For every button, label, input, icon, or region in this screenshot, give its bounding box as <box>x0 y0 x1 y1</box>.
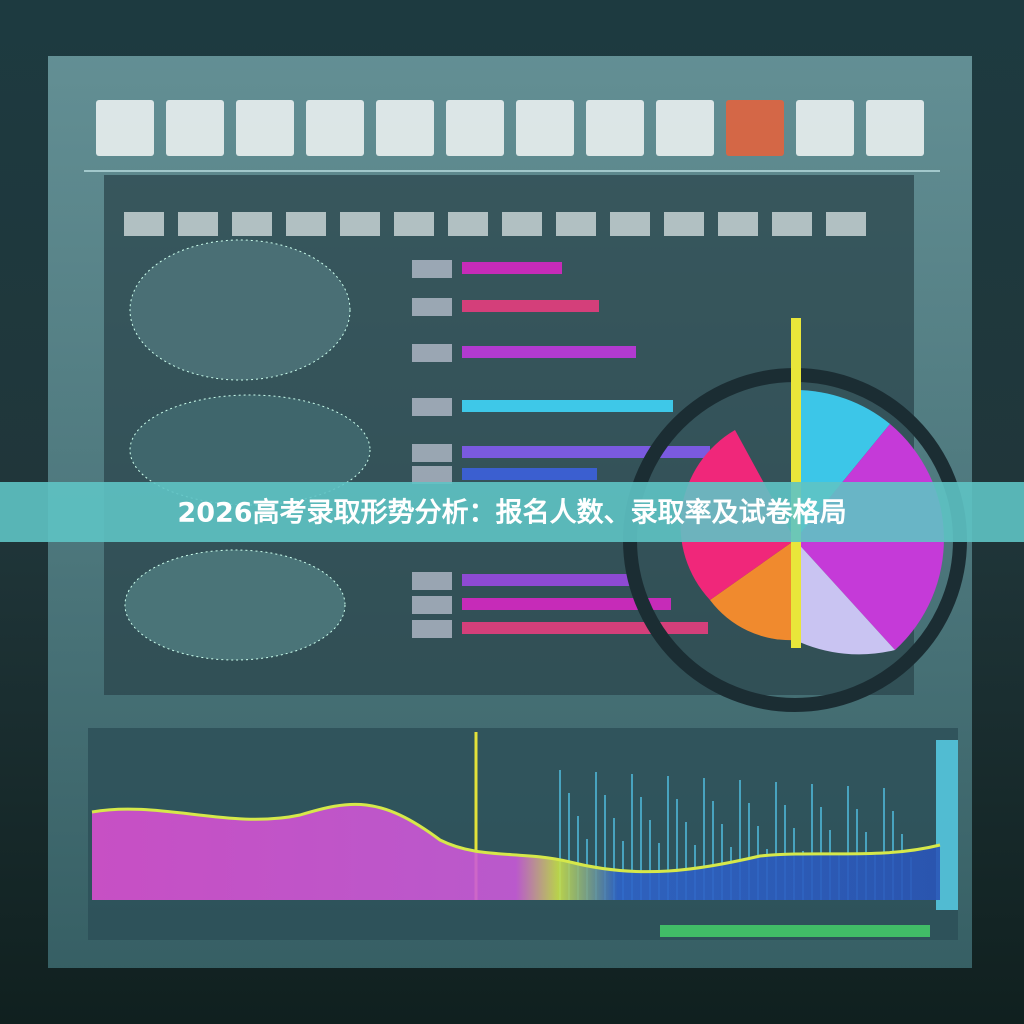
label-block <box>232 212 272 236</box>
map-blob <box>129 394 371 506</box>
row-label <box>412 572 452 590</box>
banner <box>0 482 1024 542</box>
deco-bar <box>462 598 671 610</box>
label-block <box>556 212 596 236</box>
glyph-block <box>446 100 504 156</box>
glyph-block <box>166 100 224 156</box>
label-block <box>610 212 650 236</box>
glyph-block <box>376 100 434 156</box>
slice <box>795 540 895 655</box>
deco-bar <box>462 574 634 586</box>
row-label <box>412 596 452 614</box>
label-block <box>772 212 812 236</box>
row-label <box>412 620 452 638</box>
banner-title: 2026高考录取形势分析：报名人数、录取率及试卷格局 <box>177 497 846 529</box>
label-block <box>448 212 488 236</box>
row-label <box>412 466 452 484</box>
label-block <box>502 212 542 236</box>
glyph-block <box>726 100 784 156</box>
map-blob <box>129 239 351 381</box>
glyph-block <box>656 100 714 156</box>
glyph-block <box>236 100 294 156</box>
deco-bar <box>462 400 673 412</box>
deco-bar <box>462 300 599 312</box>
map-blob <box>124 549 346 661</box>
glyph-block <box>96 100 154 156</box>
side-bar <box>936 740 958 910</box>
row-label <box>412 398 452 416</box>
label-block <box>124 212 164 236</box>
area-shape <box>92 804 940 900</box>
glyph-block <box>306 100 364 156</box>
deco-bar <box>462 622 708 634</box>
slice <box>710 540 795 641</box>
row-label <box>412 260 452 278</box>
deco-bar <box>462 346 636 358</box>
label-block <box>718 212 758 236</box>
row-label <box>412 444 452 462</box>
glyph-block <box>866 100 924 156</box>
deco-bar <box>462 446 710 458</box>
label-block <box>178 212 218 236</box>
deco-bar <box>462 262 562 274</box>
glyph-block <box>516 100 574 156</box>
area-line <box>91 802 941 874</box>
label-block <box>394 212 434 236</box>
row-label <box>412 298 452 316</box>
row-label <box>412 344 452 362</box>
label-block <box>340 212 380 236</box>
label-block <box>664 212 704 236</box>
glyph-block <box>796 100 854 156</box>
divider <box>84 170 940 172</box>
label-block <box>826 212 866 236</box>
label-block <box>286 212 326 236</box>
deco-bar <box>462 468 597 480</box>
footer-strip <box>660 925 930 937</box>
glyph-block <box>586 100 644 156</box>
